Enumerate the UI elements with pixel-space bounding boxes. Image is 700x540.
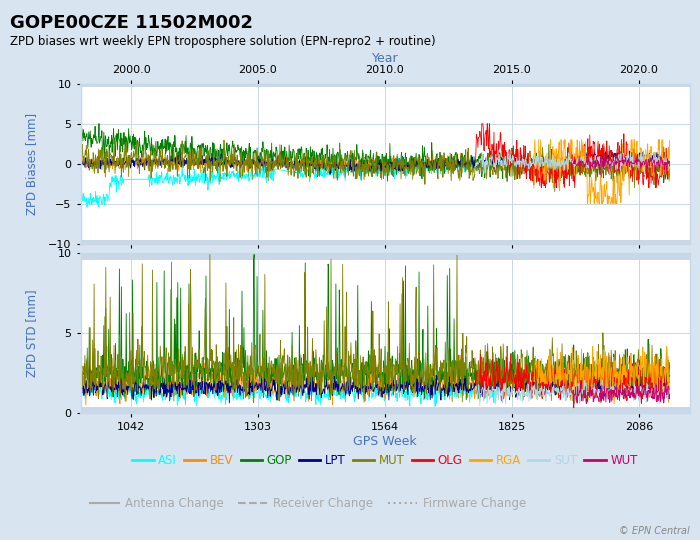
Bar xyxy=(80,84,690,87)
Bar xyxy=(80,240,690,244)
Text: ZPD biases wrt weekly EPN troposphere solution (EPN-repro2 + routine): ZPD biases wrt weekly EPN troposphere so… xyxy=(10,35,436,48)
Bar xyxy=(80,253,690,260)
Bar xyxy=(80,407,690,413)
X-axis label: Year: Year xyxy=(372,52,398,65)
Legend: ASI, BEV, GOP, LPT, MUT, OLG, RGA, SUT, WUT: ASI, BEV, GOP, LPT, MUT, OLG, RGA, SUT, … xyxy=(127,450,643,472)
Legend: Antenna Change, Receiver Change, Firmware Change: Antenna Change, Receiver Change, Firmwar… xyxy=(85,493,531,515)
Y-axis label: ZPD Biases [mm]: ZPD Biases [mm] xyxy=(25,112,38,215)
Y-axis label: ZPD STD [mm]: ZPD STD [mm] xyxy=(25,289,38,377)
Text: © EPN Central: © EPN Central xyxy=(619,525,690,536)
Text: GOPE00CZE 11502M002: GOPE00CZE 11502M002 xyxy=(10,14,253,31)
X-axis label: GPS Week: GPS Week xyxy=(354,435,416,448)
